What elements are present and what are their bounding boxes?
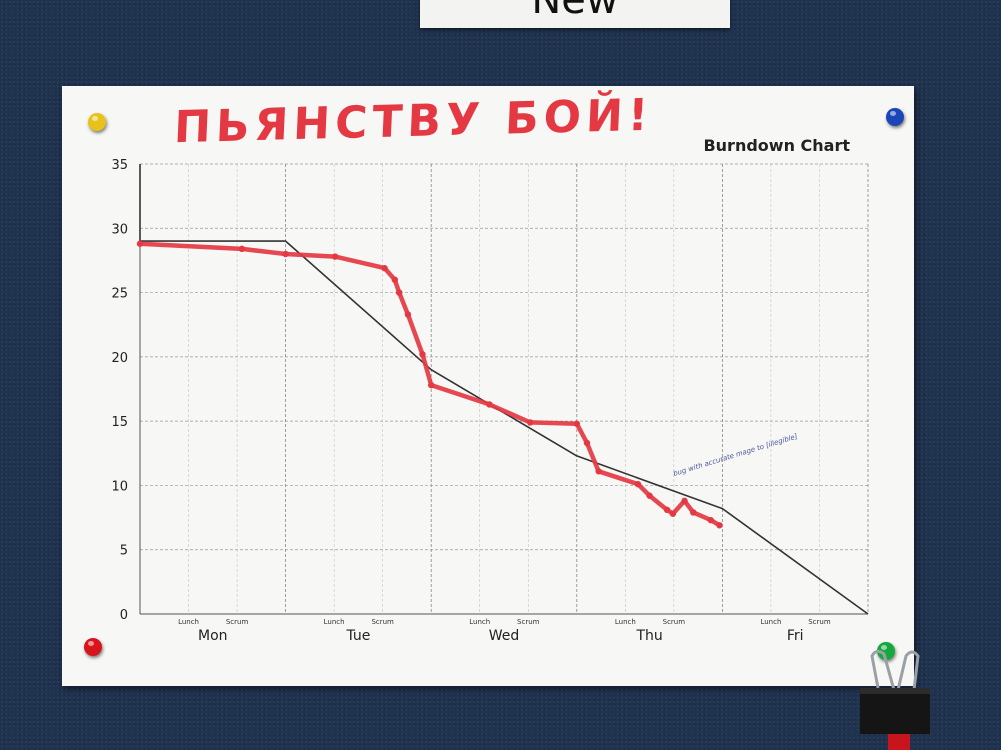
x-subtick-label: Scrum [808, 618, 831, 626]
y-tick-label: 20 [111, 351, 128, 366]
actual-data-point [716, 522, 723, 529]
actual-data-point [573, 420, 580, 427]
x-subtick-label: Lunch [469, 618, 490, 626]
chart-sheet: ПЬЯНСТВУ БОЙ! Burndown Chart 0 5 10 15 20 25 3… [62, 86, 914, 686]
blue-pushpin-icon [886, 108, 904, 126]
red-pushpin-icon [84, 638, 102, 656]
actual-data-point [707, 516, 714, 524]
actual-data-point [527, 419, 534, 426]
actual-data-point [391, 276, 398, 283]
actual-data-point [404, 311, 412, 318]
sign-text: New [531, 0, 619, 23]
x-subtick-label: Lunch [324, 618, 345, 626]
actual-data-point [681, 497, 688, 505]
x-subtick-label: Lunch [760, 618, 781, 626]
actual-data-point [634, 480, 642, 488]
x-tick-label: Fri [787, 628, 804, 644]
x-tick-label: Wed [489, 628, 520, 644]
y-tick-label: 10 [111, 479, 128, 494]
annotation-note: bug with accurate mage to [illegible] [672, 432, 798, 478]
x-subtick-label: Scrum [517, 618, 540, 626]
actual-data-point [419, 351, 426, 358]
x-subtick-label: Scrum [226, 618, 249, 626]
actual-data-point [395, 289, 403, 296]
y-tick-label: 30 [111, 222, 128, 237]
y-tick-label: 35 [111, 158, 128, 173]
actual-data-point [238, 245, 246, 253]
y-tick-label: 5 [120, 544, 128, 559]
actual-data-point [486, 401, 493, 408]
actual-data-point [595, 468, 602, 475]
ideal-burndown-line [139, 164, 869, 615]
actual-data-point [136, 240, 144, 247]
actual-data-point [646, 492, 653, 499]
actual-data-point [331, 253, 339, 260]
actual-data-point [663, 506, 671, 514]
actual-data-point [282, 250, 289, 258]
x-tick-label: Thu [635, 628, 662, 644]
x-subtick-label: Lunch [178, 618, 199, 626]
top-sign: New [420, 0, 730, 28]
actual-data-point [690, 509, 697, 516]
y-tick-label: 15 [111, 415, 128, 430]
chart-title: Burndown Chart [703, 136, 850, 155]
x-tick-label: Mon [198, 628, 228, 644]
y-tick-label: 25 [111, 287, 128, 302]
yellow-pushpin-icon [88, 113, 106, 131]
x-subtick-label: Lunch [615, 618, 636, 626]
x-tick-label: Tue [345, 628, 370, 644]
actual-data-point [381, 264, 388, 272]
actual-data-point [583, 439, 591, 447]
x-subtick-label: Scrum [371, 618, 394, 626]
x-subtick-label: Scrum [663, 618, 686, 626]
binder-clip-icon [860, 649, 930, 750]
y-tick-label: 0 [120, 608, 128, 623]
actual-data-point [428, 381, 435, 389]
actual-data-point [669, 510, 677, 517]
green-pushpin-icon [877, 642, 895, 660]
